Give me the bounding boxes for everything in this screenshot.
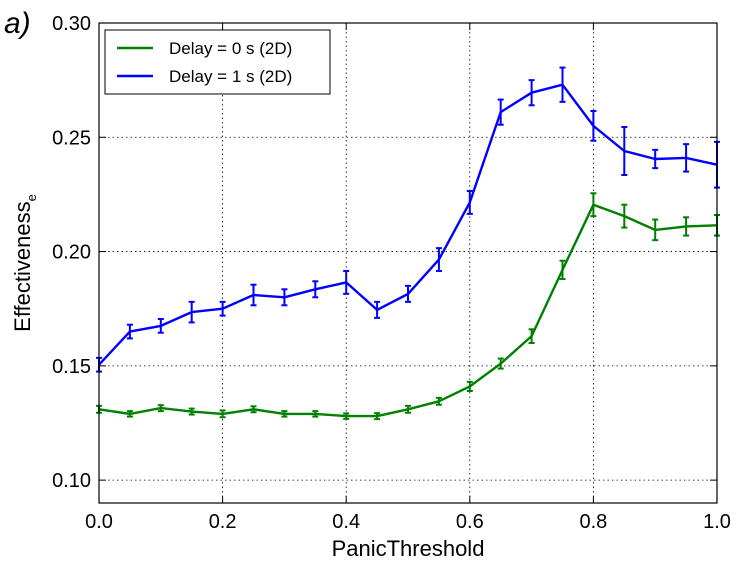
x-tick-label: 0.4 <box>332 511 360 533</box>
y-tick-label: 0.10 <box>52 470 91 492</box>
legend-label: Delay = 0 s (2D) <box>169 39 292 58</box>
grid-lines <box>98 22 718 503</box>
x-tick-label: 0.6 <box>456 511 484 533</box>
y-axis-title: Effectivenesse <box>10 194 39 332</box>
x-tick-label: 0.8 <box>579 511 607 533</box>
y-tick-label: 0.25 <box>52 127 91 149</box>
y-axis-title-subscript: e <box>24 194 39 201</box>
x-tick-label: 0.0 <box>85 511 113 533</box>
y-tick-label: 0.30 <box>52 13 91 35</box>
plot-frame <box>98 22 718 504</box>
y-tick-label: 0.15 <box>52 356 91 378</box>
series-1 <box>96 192 720 421</box>
y-tick-label: 0.20 <box>52 242 91 264</box>
axis-ticks: 0.0 0.2 0.4 0.6 0.8 1.0 0.10 0.15 0.20 0.25 0.30 <box>52 13 731 533</box>
y-axis-title-main: Effectiveness <box>10 201 35 331</box>
series-lines <box>96 66 720 421</box>
x-axis-title: PanicThreshold <box>332 536 485 561</box>
x-tick-label: 0.2 <box>209 511 237 533</box>
legend-box <box>104 29 331 95</box>
legend: Delay = 0 s (2D) Delay = 1 s (2D) <box>104 29 331 95</box>
panel-label: a) <box>4 7 31 40</box>
series-2 <box>96 66 720 373</box>
x-tick-label: 1.0 <box>703 511 731 533</box>
legend-label: Delay = 1 s (2D) <box>169 67 292 86</box>
